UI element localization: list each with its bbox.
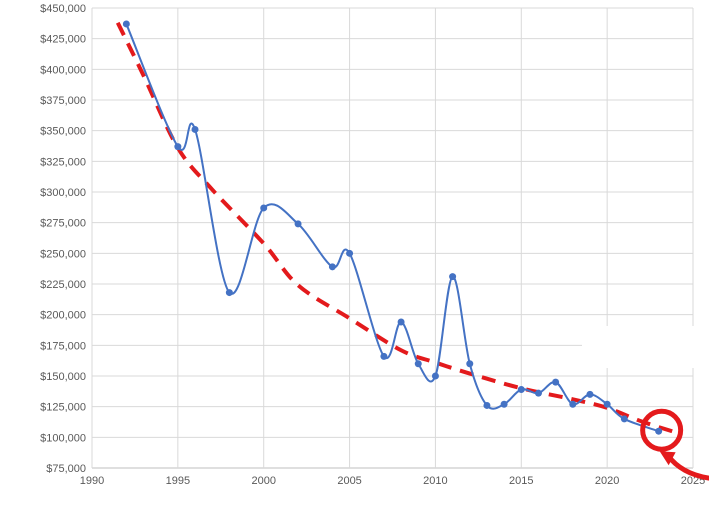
x-tick-label: 2015 [509,475,533,487]
y-tick-label: $350,000 [40,126,86,138]
trend-series [115,21,677,435]
data-point [603,400,611,408]
y-tick-label: $250,000 [40,248,86,260]
data-point [534,389,542,397]
x-tick-label: 2020 [595,475,619,487]
data-point [620,415,628,423]
data-point [586,390,594,398]
data-point [466,360,474,368]
y-tick-label: $450,000 [40,3,86,15]
data-point [122,20,130,28]
data-point [449,273,457,281]
data-point [655,427,663,435]
annotation-arrowhead [659,451,676,466]
y-tick-label: $225,000 [40,279,86,291]
data-point [346,249,354,257]
data-point [431,372,439,380]
y-tick-label: $75,000 [46,463,86,475]
series-line [125,23,659,433]
data-point [552,378,560,386]
y-tick-label: $375,000 [40,95,86,107]
data-point [260,204,268,212]
data-point [380,352,388,360]
x-tick-label: 1990 [80,475,104,487]
y-tick-label: $150,000 [40,371,86,383]
annotation-arrow [665,452,709,481]
y-tick-label: $300,000 [40,187,86,199]
data-series [122,20,663,435]
y-tick-label: $275,000 [40,218,86,230]
x-tick-label: 2000 [251,475,275,487]
data-point [225,289,233,297]
y-tick-label: $200,000 [40,310,86,322]
y-tick-label: $425,000 [40,34,86,46]
data-point [569,400,577,408]
y-tick-label: $125,000 [40,402,86,414]
data-point [191,125,199,133]
grid-lines [91,7,694,469]
data-point [483,401,491,409]
x-tick-label: 2010 [423,475,447,487]
x-tick-label: 1995 [166,475,190,487]
annotations [640,408,709,481]
data-point [328,263,336,271]
highlight-circle [640,408,684,452]
x-tick-label: 2005 [337,475,361,487]
x-axis: 1990 1995 2000 2005 2010 2015 2020 2025 [80,475,705,487]
y-tick-label: $400,000 [40,64,86,76]
data-point [294,220,302,228]
trend-line [115,21,677,435]
y-tick-label: $325,000 [40,156,86,168]
y-tick-label: $175,000 [40,340,86,352]
data-point [517,385,525,393]
data-point [500,400,508,408]
y-axis: $75,000 $100,000 $125,000 $150,000 $175,000 $… [40,3,86,475]
data-point [397,318,405,326]
y-tick-label: $100,000 [40,432,86,444]
data-point [414,360,422,368]
data-point [174,143,182,151]
whitespace-patch [582,326,709,368]
